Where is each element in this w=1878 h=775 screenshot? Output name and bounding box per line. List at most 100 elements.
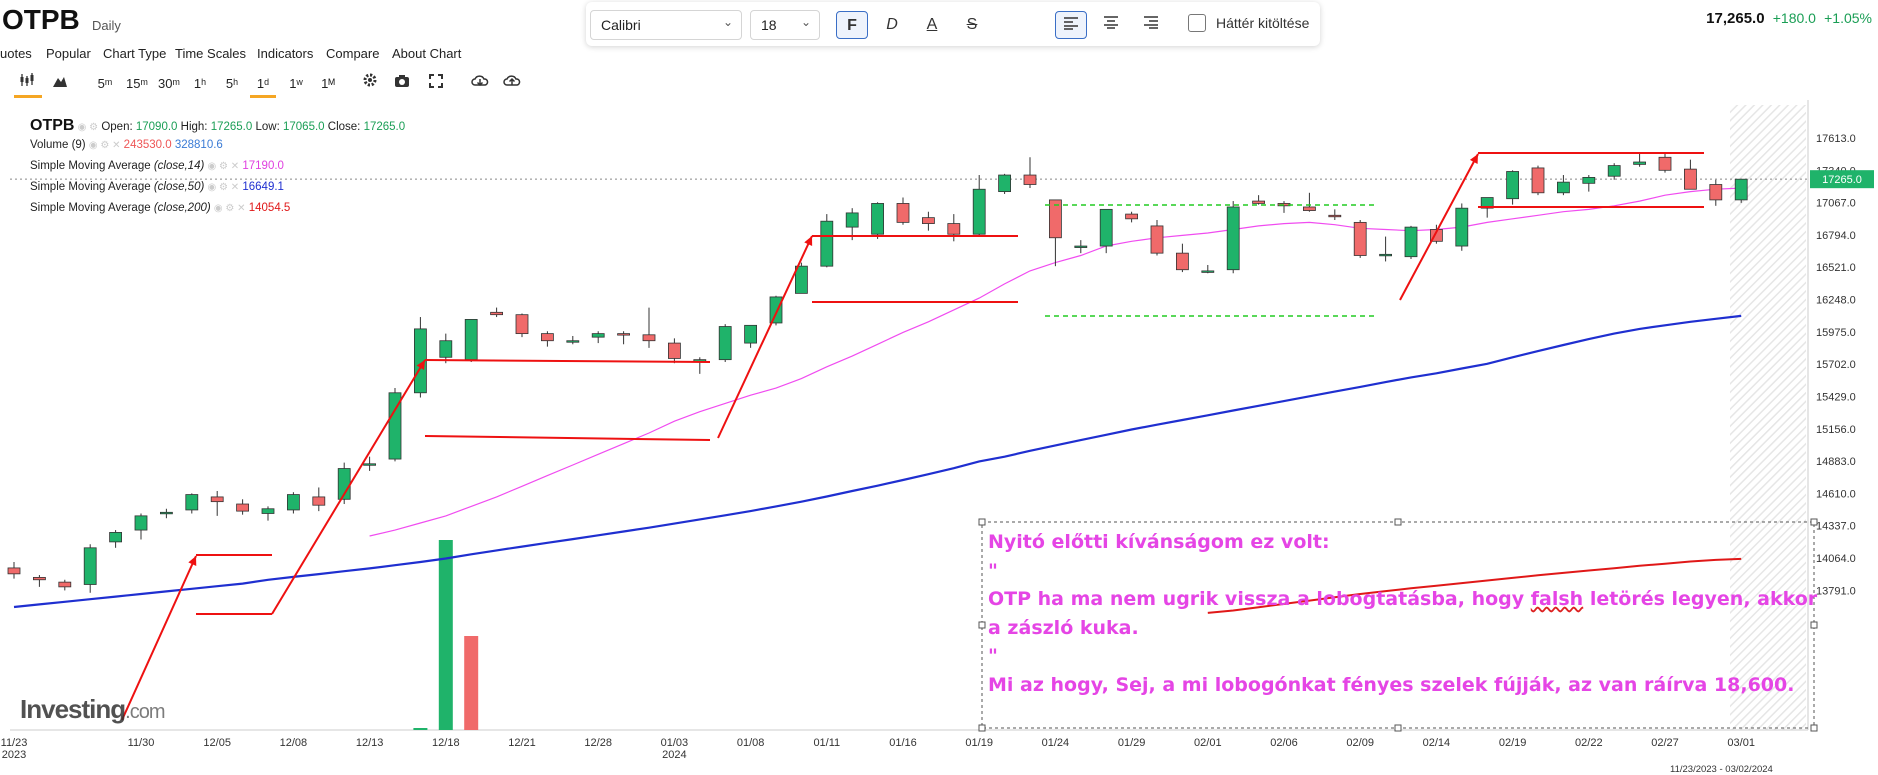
align-right-button[interactable] xyxy=(1135,11,1167,39)
italic-button[interactable]: D xyxy=(886,16,898,33)
font-family-select[interactable]: Calibri ⌄ xyxy=(590,10,742,40)
candle xyxy=(439,340,453,358)
align-center-button[interactable] xyxy=(1095,11,1127,39)
candle xyxy=(490,311,504,316)
visibility-icon[interactable]: ◉ ⚙ xyxy=(77,122,99,133)
candle xyxy=(210,496,224,503)
current-price-label: 17265.0 xyxy=(1822,174,1862,186)
resize-handle xyxy=(1810,724,1818,732)
candle xyxy=(1023,174,1037,185)
resize-handle xyxy=(978,518,986,526)
price-chart[interactable]: 17613.017340.017067.016794.016521.016248… xyxy=(0,100,1878,774)
bold-button[interactable]: F xyxy=(836,11,868,39)
visibility-icon[interactable]: ◉ ⚙ ✕ xyxy=(207,161,240,172)
volume-value-1: 243530.0 xyxy=(123,139,172,151)
timeframe-1M[interactable]: 1ᴹ xyxy=(321,76,335,91)
upload-button[interactable] xyxy=(500,72,524,98)
candle xyxy=(464,319,478,361)
visibility-icon[interactable]: ◉ ⚙ ✕ xyxy=(88,140,121,151)
y-tick-label: 15156.0 xyxy=(1816,424,1856,436)
text-color-button[interactable]: A xyxy=(926,16,938,33)
fill-background-checkbox[interactable] xyxy=(1188,14,1206,32)
menu-time-scales[interactable]: Time Scales xyxy=(175,46,247,61)
candle xyxy=(7,567,21,575)
annotation-line-3a: OTP ha ma nem ugrik vissza a lobogtatásb… xyxy=(988,588,1531,610)
arrow-head xyxy=(416,360,425,370)
area-chart-button[interactable] xyxy=(48,72,72,98)
arrow-head xyxy=(188,556,197,566)
candle xyxy=(744,324,757,344)
high-value: 17265.0 xyxy=(210,121,253,133)
candle xyxy=(159,511,173,515)
sma50-value: 16649.1 xyxy=(242,181,284,193)
y-tick-label: 15702.0 xyxy=(1816,359,1856,371)
menu-quotes[interactable]: uotes xyxy=(0,46,32,61)
x-tick-label: 02/22 xyxy=(1575,737,1603,749)
flagpole-arrow-2 xyxy=(271,359,426,615)
visibility-icon[interactable]: ◉ ⚙ ✕ xyxy=(207,182,240,193)
x-tick-label: 12/28 xyxy=(584,737,612,749)
symbol-title: OTPB xyxy=(2,4,80,35)
resize-handle xyxy=(978,724,986,732)
timeframe-1w[interactable]: 1ʷ xyxy=(289,76,303,91)
align-left-button[interactable] xyxy=(1055,11,1087,39)
timeframe-15m[interactable]: 15ᵐ xyxy=(126,76,148,91)
annotation-line-1: Nyitó előtti kívánságom ez volt: xyxy=(988,531,1330,553)
candle xyxy=(1531,167,1545,194)
candles-chart-button[interactable] xyxy=(14,72,42,98)
volume-bar xyxy=(464,636,479,730)
candle xyxy=(1430,229,1443,242)
timeframe-5m[interactable]: 5ᵐ xyxy=(97,76,113,91)
flagpole-arrow-4 xyxy=(1399,153,1479,301)
candle xyxy=(947,223,961,235)
annotation-line-3c: letörés legyen, akkor a zászló kuka. xyxy=(988,588,1818,639)
legend-sma200: Simple Moving Average (close,200) ◉ ⚙ ✕ … xyxy=(30,202,290,214)
strikethrough-button[interactable]: S xyxy=(966,16,978,33)
candle xyxy=(1049,199,1062,239)
timeframe-5h[interactable]: 5ʰ xyxy=(225,76,239,91)
candle xyxy=(515,314,529,335)
legend-ohlc: OTPB ◉ ⚙ Open: 17090.0 High: 17265.0 Low… xyxy=(30,117,405,135)
sma200-value: 14054.5 xyxy=(248,202,291,214)
candle xyxy=(1125,213,1138,220)
sma14-param: (close,14) xyxy=(153,160,205,172)
price-change: +180.0 xyxy=(1772,10,1816,26)
x-tick-label: 02/01 xyxy=(1194,737,1222,749)
candle xyxy=(363,463,377,466)
candle xyxy=(134,515,148,531)
period-label: Daily xyxy=(92,18,121,33)
candle xyxy=(1506,171,1519,200)
download-button[interactable] xyxy=(468,72,492,98)
settings-button[interactable] xyxy=(358,72,382,98)
candle xyxy=(617,333,630,336)
y-tick-label: 14064.0 xyxy=(1816,553,1856,565)
menu-chart-type[interactable]: Chart Type xyxy=(103,46,167,61)
menu-compare[interactable]: Compare xyxy=(326,46,380,61)
y-tick-label: 15975.0 xyxy=(1816,327,1856,339)
timeframe-1d[interactable]: 1ᵈ xyxy=(250,72,276,98)
visibility-icon[interactable]: ◉ ⚙ ✕ xyxy=(213,203,246,214)
menu-popular[interactable]: Popular xyxy=(46,46,91,61)
chart-background xyxy=(0,100,1878,774)
text-annotation[interactable]: Nyitó előtti kívánságom ez volt: " OTP h… xyxy=(988,528,1818,699)
x-tick-label: 02/19 xyxy=(1499,737,1527,749)
candle xyxy=(591,333,605,338)
menu-indicators[interactable]: Indicators xyxy=(257,46,314,61)
y-tick-label: 14337.0 xyxy=(1816,521,1856,533)
timeframe-1h[interactable]: 1ʰ xyxy=(193,76,207,91)
annotation-line-3: OTP ha ma nem ugrik vissza a lobogtatásb… xyxy=(988,585,1818,642)
sma200-line xyxy=(1207,557,1742,614)
candle xyxy=(1303,206,1316,211)
candle xyxy=(1226,206,1240,271)
candle xyxy=(1074,245,1088,248)
screenshot-button[interactable] xyxy=(390,72,414,98)
menu-about-chart[interactable]: About Chart xyxy=(392,46,462,61)
font-size-select[interactable]: 18 ⌄ xyxy=(750,10,820,40)
y-tick-label: 16521.0 xyxy=(1816,262,1856,274)
sma14-value: 17190.0 xyxy=(242,160,284,172)
candle xyxy=(769,296,783,324)
annotation-misspelled-word: falsh xyxy=(1530,588,1584,610)
timeframe-30m[interactable]: 30ᵐ xyxy=(158,76,180,91)
fullscreen-button[interactable] xyxy=(424,72,448,98)
chart-toolbar: 5ᵐ 15ᵐ 30ᵐ 1ʰ 5ʰ 1ᵈ 1ʷ 1ᴹ xyxy=(0,72,560,98)
